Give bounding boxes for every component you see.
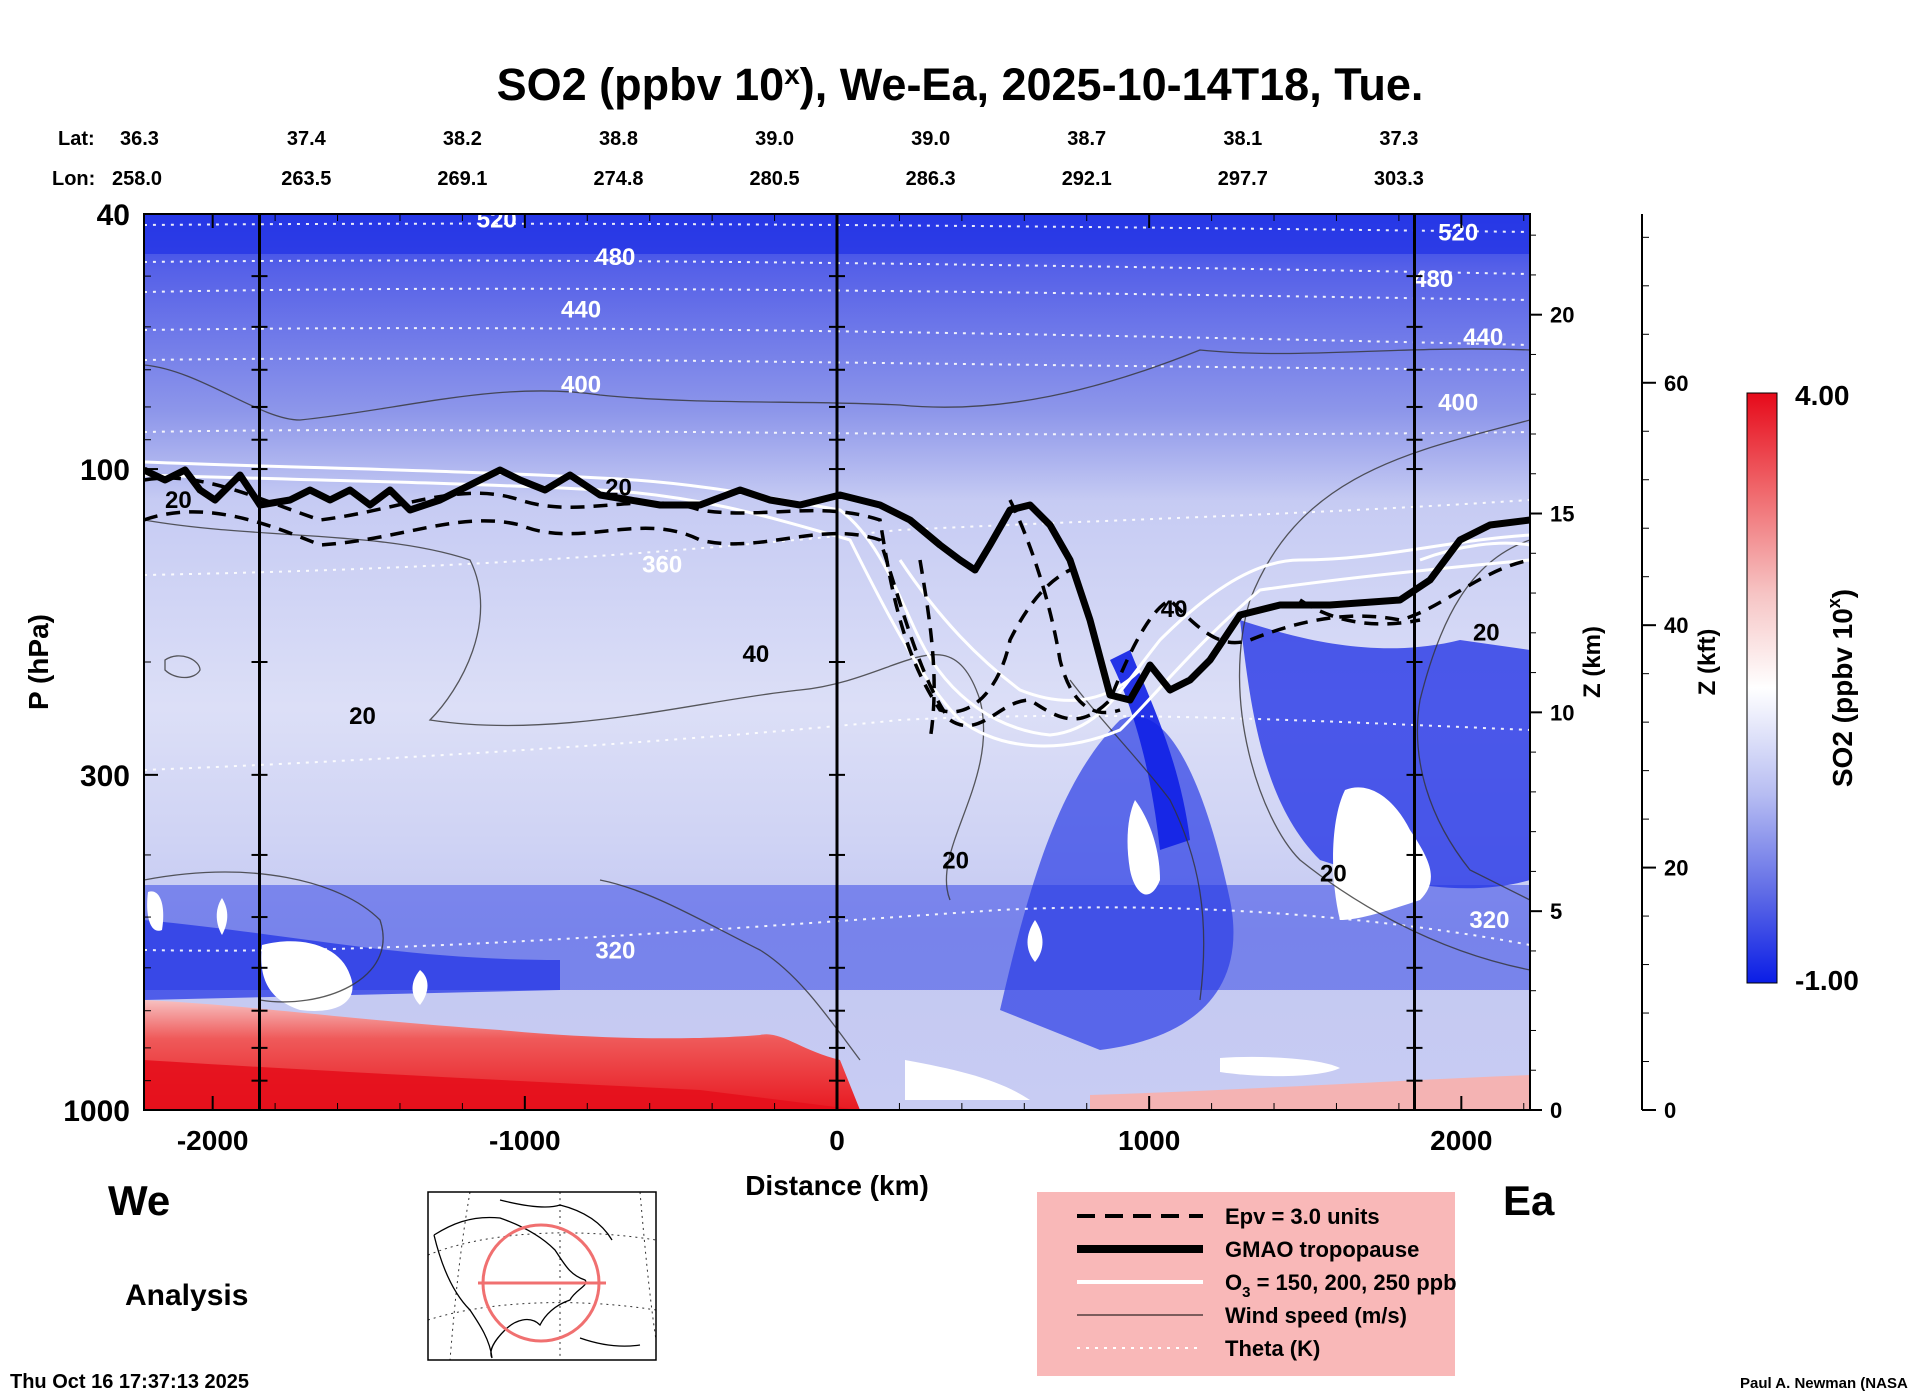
west-label: We (108, 1177, 170, 1224)
y-tick-label: 100 (80, 454, 130, 487)
x-axis: -2000 -1000 0 1000 2000 (177, 214, 1525, 1156)
contour-labels: 520 480 440 400 360 320 520 480 440 400 320 20 20 40 2… (165, 207, 1509, 965)
theta-contour-label: 400 (561, 372, 601, 399)
lat-label: Lat: (58, 128, 95, 150)
lon-value: 263.5 (281, 168, 331, 190)
z-kft-tick-label: 60 (1664, 371, 1688, 396)
lat-value: 38.7 (1067, 128, 1106, 150)
wind-contour-label: 40 (1161, 596, 1188, 623)
lon-value: 269.1 (437, 168, 487, 190)
lon-value: 274.8 (593, 168, 643, 190)
theta-contour-label: 360 (642, 551, 682, 578)
legend-label: Epv = 3.0 units (1225, 1204, 1380, 1229)
east-label: Ea (1503, 1177, 1555, 1224)
lat-value: 39.0 (911, 128, 950, 150)
theta-contour-label: 480 (1413, 266, 1453, 293)
z-kft-axis: 0 20 40 60 (1641, 214, 1688, 1123)
lat-lon-values: 36.3 258.0 37.4 263.5 38.2 269.1 38.8 274.8 39.0… (112, 128, 1424, 190)
theta-contour-label: 440 (561, 296, 601, 323)
footer-credit: Paul A. Newman (NASA (1740, 1375, 1908, 1392)
lon-value: 258.0 (112, 168, 162, 190)
y-tick-label: 300 (80, 760, 130, 793)
wind-contour-label: 20 (349, 703, 376, 730)
wind-contour-label: 20 (1473, 619, 1500, 646)
colorbar-title: SO2 (ppbv 10x) (1824, 589, 1858, 787)
legend-label: GMAO tropopause (1225, 1237, 1419, 1262)
lat-value: 38.2 (443, 128, 482, 150)
colorbar-min-label: -1.00 (1795, 965, 1859, 996)
x-tick-label: -2000 (177, 1125, 249, 1156)
x-tick-label: 1000 (1118, 1125, 1180, 1156)
lat-value: 38.8 (599, 128, 638, 150)
theta-contour-label: 480 (595, 244, 635, 271)
z-kft-tick-label: 20 (1664, 856, 1688, 881)
lon-value: 303.3 (1374, 168, 1424, 190)
x-tick-label: -1000 (489, 1125, 561, 1156)
lon-value: 286.3 (906, 168, 956, 190)
theta-contour-label: 400 (1438, 389, 1478, 416)
x-axis-title: Distance (km) (745, 1170, 929, 1201)
legend-item: Wind speed (m/s) (1077, 1303, 1407, 1328)
footer-timestamp: Thu Oct 16 17:37:13 2025 (10, 1371, 249, 1393)
lat-value: 39.0 (755, 128, 794, 150)
lat-value: 37.3 (1379, 128, 1418, 150)
wind-contour-label: 20 (165, 487, 192, 514)
lon-value: 292.1 (1062, 168, 1112, 190)
z-km-tick-label: 5 (1550, 899, 1562, 924)
x-tick-label: 0 (829, 1125, 845, 1156)
z-km-axis: 0 5 10 15 20 (1529, 214, 1574, 1123)
legend-label: Wind speed (m/s) (1225, 1303, 1407, 1328)
wind-contour-label: 40 (742, 641, 769, 668)
colorbar (1746, 392, 1778, 984)
z-km-tick-label: 20 (1550, 303, 1574, 328)
analysis-label: Analysis (125, 1279, 248, 1312)
section-vertical-lines (251, 213, 1423, 1110)
theta-contour-label: 520 (1438, 220, 1478, 247)
lon-value: 280.5 (750, 168, 800, 190)
z-kft-tick-label: 0 (1664, 1098, 1676, 1123)
theta-contour-label: 440 (1463, 324, 1503, 351)
legend-item: GMAO tropopause (1077, 1237, 1419, 1262)
theta-contour-label: 320 (595, 937, 635, 964)
legend-label: Theta (K) (1225, 1336, 1320, 1361)
y-tick-label: 40 (97, 199, 130, 232)
z-kft-title: Z (kft) (1694, 629, 1721, 696)
y-tick-label: 1000 (63, 1095, 130, 1128)
colorbar-max-label: 4.00 (1795, 380, 1850, 411)
theta-contour-label: 520 (477, 207, 517, 234)
z-km-tick-label: 0 (1550, 1098, 1562, 1123)
z-km-tick-label: 10 (1550, 700, 1574, 725)
x-tick-label: 2000 (1430, 1125, 1492, 1156)
legend-item: Theta (K) (1077, 1336, 1320, 1361)
wind-contour-label: 20 (605, 475, 632, 502)
chart-title: SO2 (ppbv 10x), We-Ea, 2025-10-14T18, Tu… (497, 59, 1424, 110)
inset-map (427, 1191, 657, 1361)
lon-label: Lon: (52, 168, 95, 190)
y-axis-title: P (hPa) (23, 614, 54, 710)
legend-item: O3 = 150, 200, 250 ppb (1077, 1270, 1457, 1301)
z-km-title: Z (km) (1579, 626, 1606, 698)
legend: Epv = 3.0 units GMAO tropopause O3 = 150, … (1037, 1192, 1457, 1376)
lon-value: 297.7 (1218, 168, 1268, 190)
lat-value: 36.3 (120, 128, 159, 150)
theta-contour-label: 320 (1469, 907, 1509, 934)
legend-item: Epv = 3.0 units (1077, 1204, 1380, 1229)
y-axis: 40 100 300 1000 (63, 199, 158, 1128)
lat-value: 37.4 (287, 128, 327, 150)
legend-label: O3 = 150, 200, 250 ppb (1225, 1270, 1457, 1301)
z-kft-tick-label: 40 (1664, 613, 1688, 638)
wind-contour-label: 20 (1320, 860, 1347, 887)
z-km-tick-label: 15 (1550, 502, 1574, 527)
lat-value: 38.1 (1223, 128, 1262, 150)
wind-contour-label: 20 (942, 848, 969, 875)
